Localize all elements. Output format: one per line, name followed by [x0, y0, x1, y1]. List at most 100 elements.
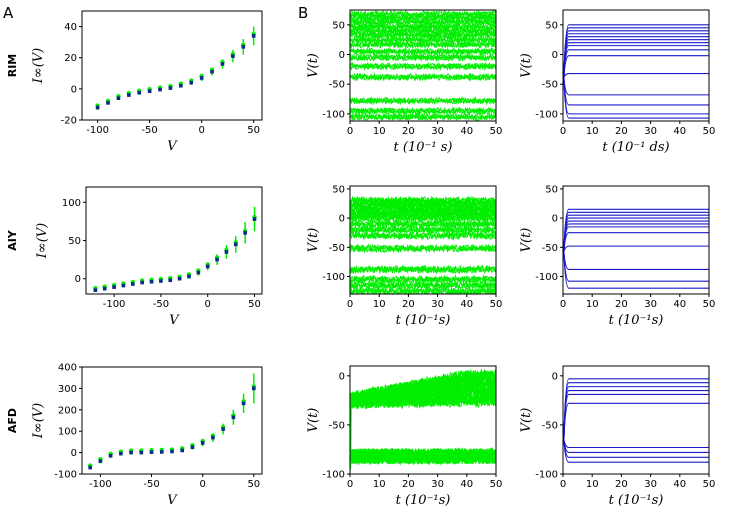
x-tick-label: 40: [460, 299, 473, 310]
data-point-model: [98, 459, 103, 463]
y-tick-label: 0: [71, 84, 77, 95]
trace-model: [563, 30, 709, 78]
x-tick-label: 30: [644, 299, 657, 310]
x-tick-label: 20: [615, 299, 628, 310]
x-tick-label: 50: [490, 126, 503, 137]
afd-iv-chart: -100 -50 0 50 -100 0 100 200 300 400 V I∞(V) AFD: [6, 363, 263, 508]
data-point-model: [196, 270, 201, 275]
trace-sim: [350, 22, 496, 31]
x-axis-label: V: [167, 139, 178, 154]
data-point-model: [147, 89, 152, 93]
x-tick-label: 50: [703, 126, 716, 137]
data-point-model: [211, 435, 215, 440]
x-tick-label: 10: [373, 479, 386, 490]
afd-sim-plot-area: [350, 368, 496, 470]
data-point-model: [243, 231, 247, 235]
y-axis-label: V(t): [306, 53, 321, 78]
afd-model-frame: [562, 365, 710, 475]
y-tick-label: -50: [329, 420, 345, 431]
trace-sim: [350, 231, 496, 241]
afd-sim-frame: [349, 365, 497, 475]
trace-model: [563, 77, 709, 115]
x-tick-label: 0: [347, 126, 353, 137]
rim-sim-chart: 0 10 20 30 40 50 -100 -50 0 50 t (10⁻¹ s) V(t): [306, 9, 503, 155]
data-point-model: [233, 242, 238, 247]
data-point-model: [95, 105, 100, 110]
x-tick-label: 0: [560, 299, 566, 310]
x-tick-label: 20: [615, 126, 628, 137]
y-tick-label: 0: [552, 214, 558, 225]
rim-iv-plot-area: [95, 26, 256, 110]
y-tick-label: 400: [58, 363, 77, 374]
y-tick-label: -50: [542, 80, 558, 91]
data-point-model: [252, 217, 257, 221]
trace-sim: [350, 243, 496, 252]
y-tick-label: -50: [542, 243, 558, 254]
afd-sim-chart: 0 10 20 30 40 50 -100 -50 0 t (10⁻¹s) V(t): [306, 365, 503, 508]
y-axis-label: V(t): [519, 53, 534, 78]
x-axis-label: t (10⁻¹s): [396, 313, 451, 328]
trace-sim: [350, 213, 496, 222]
data-point-model: [170, 449, 174, 454]
x-tick-label: 10: [586, 126, 599, 137]
row-label: RIM: [6, 54, 19, 78]
trace-sim: [350, 224, 496, 234]
data-point-model: [93, 288, 98, 292]
panel-label-b: B: [298, 4, 308, 22]
trace-sim: [350, 218, 496, 228]
data-point-model: [168, 86, 173, 90]
x-axis-label: V: [167, 493, 178, 508]
y-tick-label: 0: [75, 274, 81, 285]
trace-sim: [350, 17, 496, 25]
aiy-model-chart: 0 10 20 30 40 50 -100 -50 0 50 t (10⁻¹s) V(t): [519, 184, 715, 328]
trace-sim: [350, 368, 496, 400]
trace-sim: [350, 53, 496, 62]
data-point-model: [179, 83, 183, 88]
rim-model-chart: 0 10 20 30 40 50 -100 -50 0 50 t (10⁻¹ ds) V(t): [519, 9, 716, 155]
afd-iv-frame: [81, 366, 263, 475]
x-tick-label: 30: [431, 479, 444, 490]
y-tick-label: 50: [332, 20, 345, 31]
trace-sim: [350, 106, 496, 115]
data-point-model: [121, 283, 126, 288]
trace-model: [563, 251, 709, 271]
x-tick-label: 20: [402, 299, 415, 310]
x-tick-label: 30: [644, 126, 657, 137]
data-point-model: [116, 96, 121, 100]
data-point-model: [220, 62, 225, 66]
data-point-model: [205, 264, 210, 269]
trace-sim: [350, 214, 496, 224]
x-tick-label: 40: [673, 479, 686, 490]
y-tick-label: 0: [552, 371, 558, 382]
y-tick-label: -50: [329, 80, 345, 91]
trace-model: [563, 389, 709, 440]
x-tick-label: 50: [490, 299, 503, 310]
x-axis-label: t (10⁻¹s): [396, 493, 451, 508]
x-tick-label: 50: [490, 479, 503, 490]
rim-model-plot-area: [563, 24, 709, 119]
trace-sim: [350, 195, 496, 205]
y-tick-label: 300: [58, 384, 77, 395]
x-tick-label: 50: [247, 125, 260, 136]
x-tick-label: 50: [248, 299, 261, 310]
data-point-model: [180, 448, 185, 453]
x-tick-label: 20: [402, 479, 415, 490]
trace-sim: [350, 34, 496, 43]
data-point-model: [210, 69, 214, 74]
x-tick-label: 40: [673, 126, 686, 137]
aiy-iv-chart: -100 -50 0 50 0 50 100 V I∞(V) AIY: [6, 186, 263, 328]
x-tick-label: 0: [199, 479, 205, 490]
trace-model: [563, 226, 709, 252]
trace-sim: [350, 447, 496, 466]
data-point-model: [190, 445, 195, 450]
data-point-model: [158, 87, 162, 92]
x-axis-label: t (10⁻¹s): [609, 493, 664, 508]
y-axis-label: V(t): [306, 408, 321, 433]
data-point-model: [106, 101, 110, 105]
trace-model: [563, 77, 709, 106]
x-axis-label: t (10⁻¹ s): [394, 140, 453, 155]
y-tick-label: 0: [339, 371, 345, 382]
trace-model: [563, 439, 709, 463]
trace-sim: [350, 52, 496, 61]
data-point-model: [215, 257, 219, 262]
